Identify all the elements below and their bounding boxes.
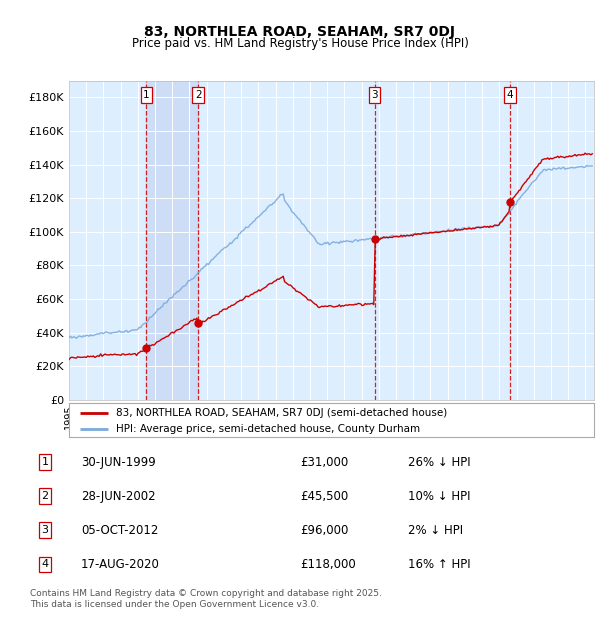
Text: £96,000: £96,000 <box>300 524 349 537</box>
Text: £31,000: £31,000 <box>300 456 348 469</box>
Text: 16% ↑ HPI: 16% ↑ HPI <box>408 558 470 571</box>
Text: 3: 3 <box>371 90 378 100</box>
Text: HPI: Average price, semi-detached house, County Durham: HPI: Average price, semi-detached house,… <box>116 423 421 433</box>
Text: 2: 2 <box>195 90 202 100</box>
Text: 1: 1 <box>41 457 49 467</box>
Text: 05-OCT-2012: 05-OCT-2012 <box>81 524 158 537</box>
Text: Contains HM Land Registry data © Crown copyright and database right 2025.
This d: Contains HM Land Registry data © Crown c… <box>30 590 382 609</box>
Text: 2% ↓ HPI: 2% ↓ HPI <box>408 524 463 537</box>
Text: £45,500: £45,500 <box>300 490 348 503</box>
Text: Price paid vs. HM Land Registry's House Price Index (HPI): Price paid vs. HM Land Registry's House … <box>131 37 469 50</box>
Text: 30-JUN-1999: 30-JUN-1999 <box>81 456 156 469</box>
Text: 28-JUN-2002: 28-JUN-2002 <box>81 490 155 503</box>
Text: 1: 1 <box>143 90 150 100</box>
Text: 2: 2 <box>41 491 49 501</box>
Text: 4: 4 <box>507 90 514 100</box>
Text: 10% ↓ HPI: 10% ↓ HPI <box>408 490 470 503</box>
Text: 26% ↓ HPI: 26% ↓ HPI <box>408 456 470 469</box>
Text: 83, NORTHLEA ROAD, SEAHAM, SR7 0DJ: 83, NORTHLEA ROAD, SEAHAM, SR7 0DJ <box>145 25 455 39</box>
Text: 3: 3 <box>41 525 49 535</box>
Bar <box>146 81 198 400</box>
Text: £118,000: £118,000 <box>300 558 356 571</box>
Text: 17-AUG-2020: 17-AUG-2020 <box>81 558 160 571</box>
Text: 4: 4 <box>41 559 49 569</box>
Text: 83, NORTHLEA ROAD, SEAHAM, SR7 0DJ (semi-detached house): 83, NORTHLEA ROAD, SEAHAM, SR7 0DJ (semi… <box>116 407 448 417</box>
